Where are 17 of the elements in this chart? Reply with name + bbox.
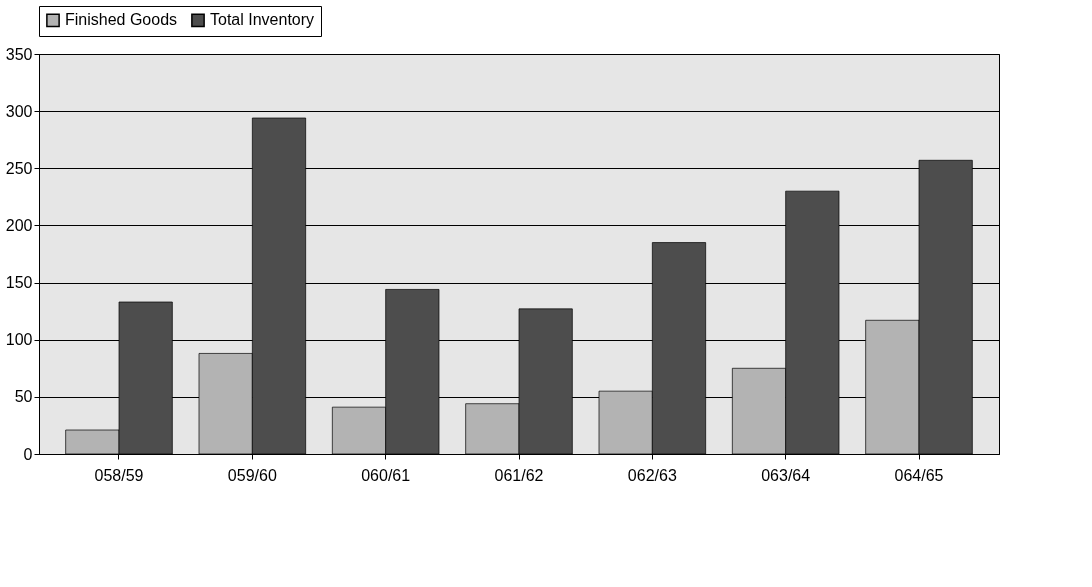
y-tick-label: 250 (5, 159, 33, 177)
x-tick-label: 064/65 (894, 466, 944, 484)
y-tick-label: 200 (5, 216, 33, 234)
x-tick-label: 063/64 (761, 466, 811, 484)
y-tick-label: 100 (5, 331, 33, 349)
x-tick-label: 062/63 (627, 466, 677, 484)
y-tick-label: 300 (5, 102, 33, 120)
legend-label: Total Inventory (210, 11, 315, 29)
x-tick-label: 058/59 (94, 466, 144, 484)
legend-label: Finished Goods (65, 11, 178, 29)
y-tick-label: 350 (5, 45, 33, 63)
x-tick-label: 059/60 (227, 466, 277, 484)
x-tick-label: 060/61 (361, 466, 411, 484)
y-tick-label: 0 (23, 445, 33, 463)
x-tick-label: 061/62 (494, 466, 544, 484)
y-tick-label: 50 (14, 388, 33, 406)
y-tick-label: 150 (5, 274, 33, 292)
